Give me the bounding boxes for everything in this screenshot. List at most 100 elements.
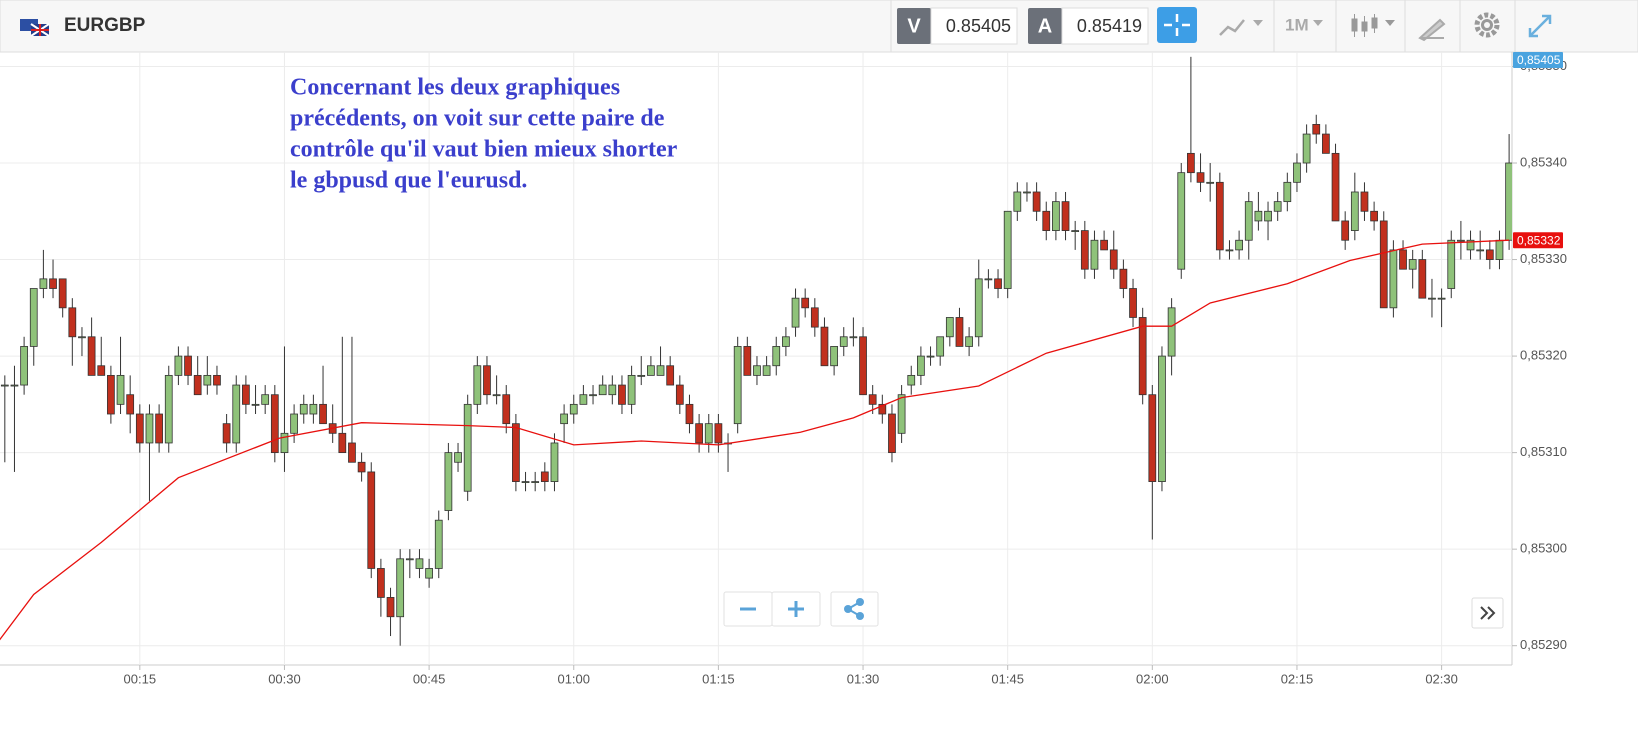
x-tick-label: 01:30 bbox=[847, 671, 880, 686]
candle-body bbox=[1235, 239, 1243, 251]
price-tag-label: 0,85332 bbox=[1517, 233, 1561, 247]
crosshair-button[interactable] bbox=[1157, 7, 1197, 43]
candle-body bbox=[984, 278, 993, 281]
candle-style-button[interactable] bbox=[1351, 14, 1395, 37]
timeframe[interactable]: 1M bbox=[1285, 15, 1309, 34]
candle-body bbox=[1428, 297, 1436, 300]
candle-body bbox=[444, 452, 453, 511]
candle-body bbox=[1485, 249, 1494, 260]
bid-label[interactable]: V bbox=[907, 15, 921, 37]
candle-body bbox=[386, 597, 395, 618]
candle-body bbox=[1457, 239, 1465, 242]
candle-body bbox=[1129, 288, 1137, 318]
scroll-right-button[interactable] bbox=[1471, 597, 1504, 629]
candle-body bbox=[1331, 152, 1340, 222]
candle-body bbox=[242, 384, 250, 405]
candle-body bbox=[483, 365, 491, 396]
candle-body bbox=[994, 278, 1002, 289]
x-tick-label: 00:15 bbox=[124, 671, 157, 686]
grid bbox=[0, 52, 1512, 665]
bid-button[interactable] bbox=[897, 8, 931, 44]
candle-body bbox=[1080, 230, 1089, 270]
candle-body bbox=[396, 558, 405, 618]
candle-body bbox=[116, 374, 125, 405]
zoom-in-button[interactable] bbox=[771, 591, 821, 627]
share-button[interactable] bbox=[830, 591, 879, 627]
candle-body bbox=[945, 317, 954, 338]
candle-body bbox=[1399, 249, 1407, 270]
candle-body bbox=[1495, 239, 1504, 260]
candle-body bbox=[1206, 181, 1215, 184]
candle-body bbox=[589, 394, 597, 397]
x-tick-label: 01:45 bbox=[991, 671, 1024, 686]
settings-button[interactable] bbox=[1474, 12, 1500, 38]
candle-body bbox=[261, 394, 270, 405]
candle-body bbox=[39, 278, 48, 289]
candle-body bbox=[492, 394, 501, 397]
x-tick-label: 02:15 bbox=[1281, 671, 1314, 686]
candle-body bbox=[830, 346, 838, 367]
price-tag-label: 0,85405 bbox=[1517, 53, 1561, 67]
candle-body bbox=[135, 413, 144, 444]
price-tag bbox=[1513, 232, 1563, 249]
zoom-out-button[interactable] bbox=[723, 591, 773, 627]
candle-body bbox=[78, 336, 86, 339]
annotation-line: précédents, on voit sur cette paire de bbox=[290, 106, 665, 132]
candle-body bbox=[415, 558, 424, 569]
candle-body bbox=[1090, 239, 1099, 270]
candle-body bbox=[203, 374, 212, 386]
draw-button[interactable] bbox=[1418, 18, 1446, 42]
candle-body bbox=[608, 384, 617, 396]
candle-body bbox=[68, 307, 77, 338]
candle-body bbox=[1042, 210, 1051, 231]
ask-button[interactable] bbox=[1028, 8, 1062, 44]
annotation-line: Concernant les deux graphiques bbox=[290, 75, 620, 101]
candle-body bbox=[145, 413, 154, 444]
candle-body bbox=[107, 374, 115, 415]
candle-body bbox=[1389, 249, 1398, 309]
candle-body bbox=[868, 394, 877, 405]
candle-body bbox=[1360, 191, 1369, 212]
x-tick-label: 01:15 bbox=[702, 671, 735, 686]
candle-body bbox=[666, 365, 675, 386]
candle-body bbox=[955, 317, 964, 347]
ask-box bbox=[1061, 7, 1149, 45]
candle-body bbox=[0, 384, 9, 387]
candle-body bbox=[1119, 268, 1128, 289]
candle-body bbox=[1138, 317, 1147, 396]
candle-body bbox=[97, 365, 106, 376]
candle-body bbox=[965, 336, 973, 347]
candle-body bbox=[357, 461, 366, 473]
timeframe-caret[interactable] bbox=[1313, 20, 1323, 26]
ask-label[interactable]: A bbox=[1038, 15, 1052, 37]
candle-body bbox=[1052, 201, 1060, 231]
candle-body bbox=[1312, 124, 1321, 135]
annotation: Concernant les deux graphiques précédents… bbox=[290, 75, 678, 194]
candle-body bbox=[348, 442, 356, 463]
x-tick-label: 00:45 bbox=[413, 671, 446, 686]
candle-body bbox=[917, 355, 925, 376]
candle-body bbox=[213, 374, 221, 386]
candle-body bbox=[1215, 181, 1224, 251]
fullscreen-button[interactable] bbox=[1528, 14, 1552, 38]
candle-body bbox=[1293, 162, 1301, 183]
candle-body bbox=[87, 336, 96, 376]
candle-body bbox=[280, 432, 289, 454]
candle-body bbox=[251, 403, 260, 406]
y-tick-label: 0,85320 bbox=[1520, 348, 1567, 363]
candle-body bbox=[878, 403, 887, 415]
candle-body bbox=[743, 346, 752, 376]
candle-body bbox=[791, 297, 800, 328]
chart-type-button[interactable] bbox=[1219, 19, 1263, 36]
candle-body bbox=[1341, 220, 1350, 241]
candle-body bbox=[540, 471, 549, 482]
candle-body bbox=[772, 346, 781, 367]
candle-body bbox=[550, 442, 559, 482]
candle-body bbox=[1302, 133, 1311, 164]
candle-body bbox=[675, 384, 684, 405]
candle-body bbox=[1100, 239, 1108, 251]
candle-body bbox=[434, 519, 443, 569]
x-tick-label: 02:30 bbox=[1425, 671, 1458, 686]
candle-body bbox=[926, 355, 935, 358]
candle-body bbox=[637, 374, 646, 377]
